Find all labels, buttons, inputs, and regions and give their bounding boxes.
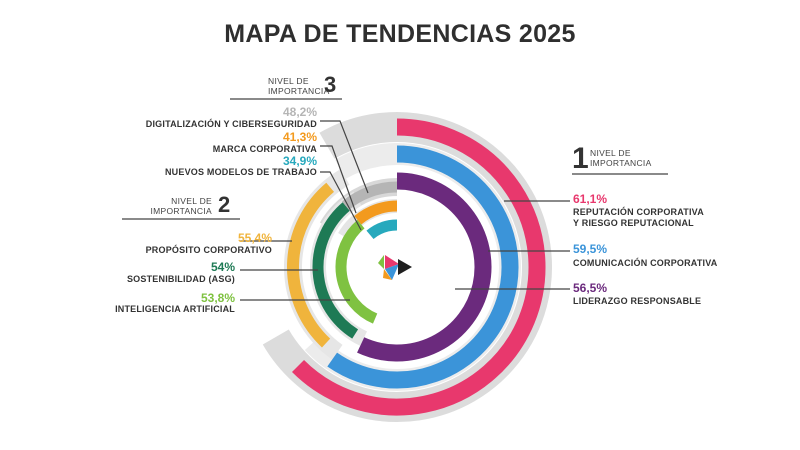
label-reputacion-line1: REPUTACIÓN CORPORATIVA xyxy=(573,207,704,217)
pct-liderazgo: 56,5% xyxy=(573,281,608,295)
logo-shard-green xyxy=(378,255,384,269)
logo-shard-dark xyxy=(398,259,412,275)
ring-reputacion xyxy=(292,118,546,416)
chart-title: MAPA DE TENDENCIAS 2025 xyxy=(224,20,576,48)
label-ia: INTELIGENCIA ARTIFICIAL xyxy=(115,304,235,314)
ring-comunicacion xyxy=(327,145,519,389)
level-3-text-line2: IMPORTANCIA xyxy=(268,86,330,96)
level-1-number: 1 xyxy=(572,142,589,175)
logo-shard-blue xyxy=(385,264,399,280)
label-modelos: NUEVOS MODELOS DE TRABAJO xyxy=(164,167,317,177)
label-proposito: PROPÓSITO CORPORATIVO xyxy=(145,245,272,255)
level-2-number: 2 xyxy=(218,192,231,217)
ring-marca xyxy=(354,200,398,225)
ring-liderazgo xyxy=(357,172,492,362)
pct-proposito: 55,4% xyxy=(237,231,272,245)
logo-shard-pink xyxy=(385,255,399,269)
label-liderazgo: LIDERAZGO RESPONSABLE xyxy=(573,296,702,306)
level-1-text-line2: IMPORTANCIA xyxy=(590,158,652,168)
ring-digitalizacion xyxy=(342,181,398,211)
ring-ia xyxy=(335,219,378,324)
level-3-text-line1: NIVEL DE xyxy=(268,76,309,86)
leader-marca xyxy=(320,145,357,214)
leader-digitalizacion xyxy=(320,120,369,194)
ring-sostenibilidad xyxy=(312,202,359,339)
level-2-text: NIVEL DE IMPORTANCIA xyxy=(150,196,212,216)
level-2-text-line1: NIVEL DE xyxy=(171,196,212,206)
level-3-text: NIVEL DE IMPORTANCIA xyxy=(268,76,330,96)
label-marca: MARCA CORPORATIVA xyxy=(212,144,317,154)
level-2-text-line2: IMPORTANCIA xyxy=(150,206,212,216)
label-digitalizacion: DIGITALIZACIÓN Y CIBERSEGURIDAD xyxy=(145,119,317,129)
pct-marca: 41,3% xyxy=(282,130,317,144)
label-reputacion: REPUTACIÓN CORPORATIVA Y RIESGO REPUTACI… xyxy=(573,207,704,229)
pct-sostenibilidad: 54% xyxy=(210,260,235,274)
leader-modelos xyxy=(320,171,362,231)
level-1-text: NIVEL DE IMPORTANCIA xyxy=(590,148,652,168)
label-reputacion-line2: Y RIESGO REPUTACIONAL xyxy=(573,218,694,228)
ring-modelos xyxy=(366,219,398,240)
label-sostenibilidad: SOSTENIBILIDAD (ASG) xyxy=(126,274,235,284)
pct-digitalizacion: 48,2% xyxy=(282,105,317,119)
pct-comunicacion: 59,5% xyxy=(573,242,608,256)
logo-shard-orange xyxy=(383,269,392,280)
pct-reputacion: 61,1% xyxy=(573,192,608,206)
level-1-text-line1: NIVEL DE xyxy=(590,148,631,158)
label-comunicacion: COMUNICACIÓN CORPORATIVA xyxy=(573,258,718,268)
pct-ia: 53,8% xyxy=(200,291,235,305)
ring-proposito xyxy=(287,182,335,348)
pct-modelos: 34,9% xyxy=(282,154,317,168)
level-3-number: 3 xyxy=(324,72,337,97)
